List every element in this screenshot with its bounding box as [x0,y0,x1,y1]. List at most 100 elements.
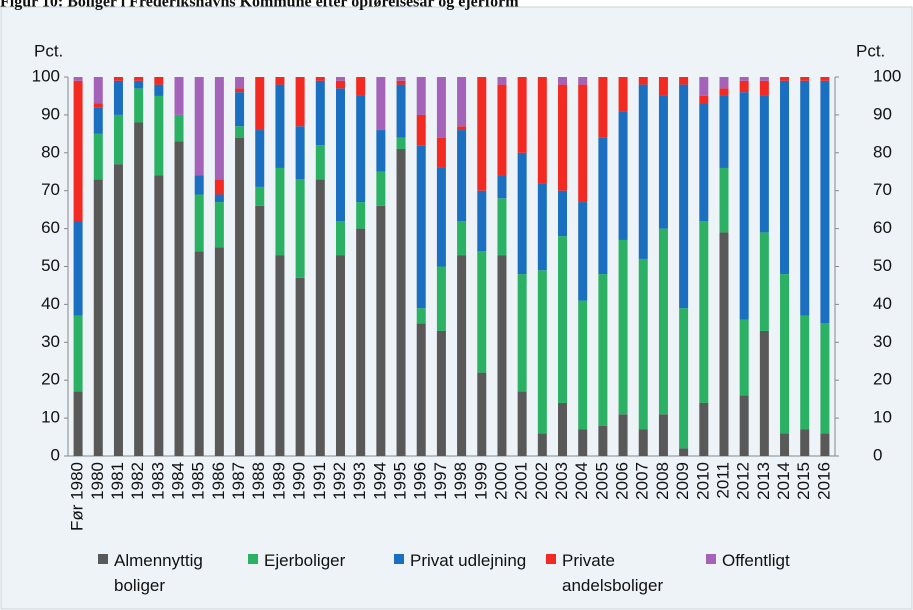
bar-segment [376,171,386,206]
bar-segment [436,330,446,456]
y2-axis-label: Pct. [856,41,885,60]
x-tick-label: 2014 [774,462,793,500]
y-tick-label: 10 [41,408,60,427]
bar-segment [699,103,709,222]
bar-segment [658,95,668,229]
bar-segment [457,77,467,127]
bar-segment [800,315,810,430]
bar-segment [558,77,568,85]
bar-segment [719,77,729,89]
bar-segment [436,167,446,267]
legend-item: Privat udlejning [394,548,546,598]
bar-segment [699,402,709,456]
bar-segment [497,77,507,85]
bar-segment [598,274,608,426]
bar-segment [759,95,769,233]
bar-segment [315,80,325,146]
legend-item: Ejerboliger [248,548,394,598]
bar-segment [396,84,406,138]
bar-segment [315,145,325,180]
bar-segment [134,122,144,456]
bar-segment [759,80,769,96]
bar-segment [517,152,527,275]
bar-segment [376,205,386,456]
y-tick-label: 80 [41,142,60,161]
y2-tick-label: 40 [873,294,892,313]
bar-segment [416,77,426,115]
y2-tick-label: 50 [873,256,892,275]
bar-segment [638,258,648,430]
x-tick-label: 2001 [512,462,531,500]
bar-segment [598,137,608,275]
bar-segment [658,77,668,96]
y2-tick-label: 30 [873,332,892,351]
bar-segment [134,77,144,81]
bar-segment [275,255,285,456]
legend-label: Private andelsboliger [562,551,664,595]
bar-segment [497,198,507,256]
legend-swatch [98,554,108,564]
bar-segment [679,448,689,456]
x-tick-label: 1998 [451,462,470,500]
x-tick-label: Før 1980 [68,462,87,531]
bar-segment [396,80,406,85]
bar-segment [558,402,568,456]
chart-title: Figur 10: Boliger i Frederikshavns Kommu… [0,0,519,11]
bar-segment [578,429,588,456]
x-tick-label: 2009 [673,462,692,500]
bar-segment [618,414,628,456]
bar-segment [658,228,668,415]
bar-segment [335,88,345,222]
x-tick-label: 1982 [128,462,147,500]
bar-segment [780,77,790,81]
bar-segment [416,145,426,309]
bar-segment [194,77,204,176]
bar-segment [73,77,83,81]
bar-segment [436,77,446,138]
bar-segment [739,319,749,396]
x-tick-label: 2006 [613,462,632,500]
bar-segment [93,107,103,134]
bar-segment [638,429,648,456]
bar-segment [376,77,386,131]
x-tick-label: 1980 [88,462,107,500]
bar-segment [335,80,345,89]
x-tick-label: 2011 [713,462,732,499]
bar-segment [356,77,366,96]
bar-segment [558,236,568,403]
y2-tick-label: 100 [873,66,901,85]
bar-segment [780,433,790,456]
bar-segment [537,433,547,456]
bar-segment [658,414,668,456]
bar-segment [517,391,527,456]
bar-segment [719,232,729,456]
bar-segment [820,80,830,324]
bar-segment [93,133,103,180]
bar-segment [820,77,830,81]
bar-segment [537,270,547,434]
bar-segment [214,179,224,195]
x-tick-label: 2008 [653,462,672,500]
x-tick-label: 1981 [108,462,127,500]
y-tick-label: 40 [41,294,60,313]
x-tick-label: 1994 [370,462,389,500]
bar-segment [497,255,507,456]
bar-segment [295,126,305,180]
y-tick-label: 60 [41,218,60,237]
bar-segment [335,221,345,256]
bar-segment [719,167,729,233]
bar-segment [194,175,204,195]
bar-segment [174,114,184,142]
bar-segment [396,77,406,81]
legend-swatch [546,554,556,564]
bar-segment [113,80,123,115]
bar-segment [235,77,245,89]
bar-segment [335,255,345,456]
bar-segment [214,247,224,456]
bar-segment [618,111,628,240]
x-tick-label: 2012 [734,462,753,500]
bar-segment [699,77,709,96]
bar-segment [73,315,83,392]
bar-segment [679,77,689,85]
